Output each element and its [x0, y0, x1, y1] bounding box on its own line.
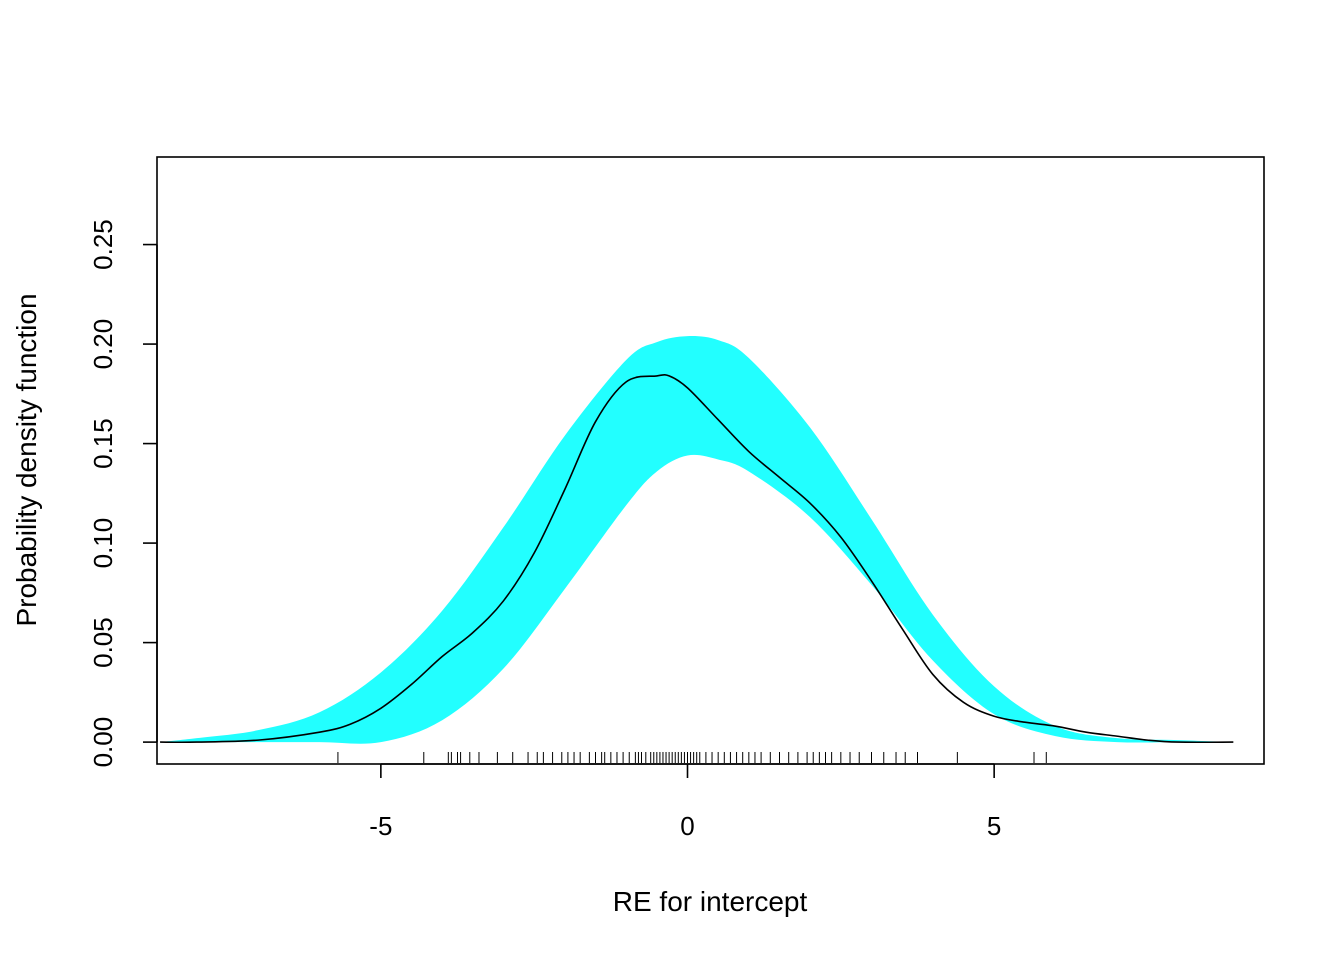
rug-marks	[337, 752, 1047, 763]
y-tick-label: 0.00	[88, 717, 118, 768]
y-axis: 0.00 0.05 0.10 0.15 0.20 0.25	[88, 219, 158, 768]
plot-frame	[156, 156, 1265, 765]
y-tick-label: 0.20	[88, 319, 118, 370]
y-tick-label: 0.15	[88, 418, 118, 469]
x-tick-label: 5	[987, 811, 1001, 841]
x-tick-label: 0	[680, 811, 694, 841]
x-tick-label: -5	[369, 811, 392, 841]
y-tick-label: 0.10	[88, 518, 118, 569]
x-axis: -5 0 5	[369, 763, 1001, 841]
x-axis-title: RE for intercept	[613, 886, 808, 917]
y-tick-label: 0.25	[88, 219, 118, 270]
y-axis-title: Probability density function	[11, 293, 42, 626]
y-tick-label: 0.05	[88, 617, 118, 668]
plot-layer	[160, 336, 1234, 763]
confidence-band	[160, 336, 1234, 744]
density-line-0	[160, 373, 1234, 744]
